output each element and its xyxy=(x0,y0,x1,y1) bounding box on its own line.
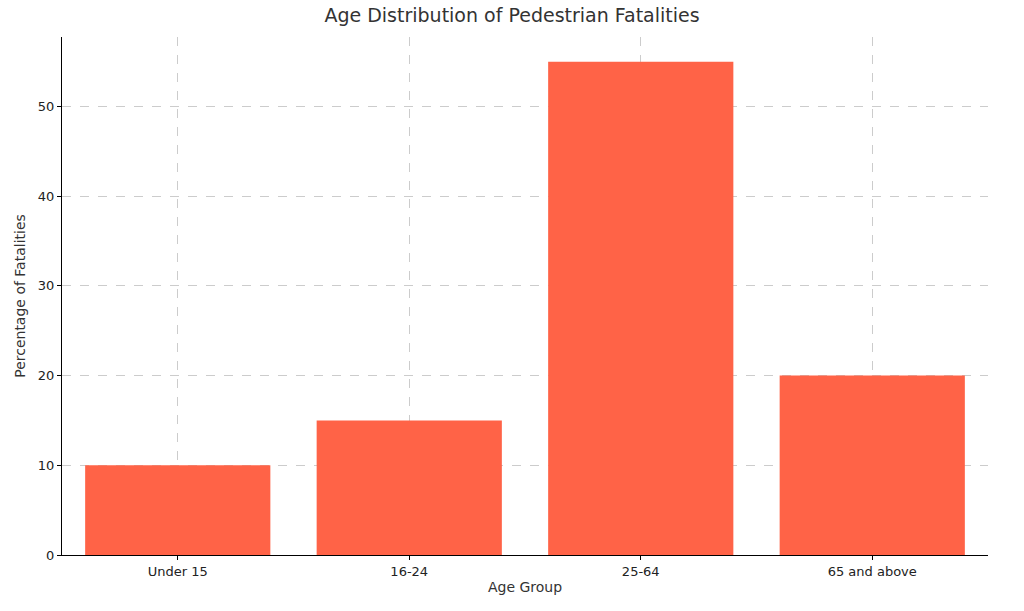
svg-text:25-64: 25-64 xyxy=(622,564,660,579)
svg-text:Age Distribution of Pedestrian: Age Distribution of Pedestrian Fatalitie… xyxy=(324,4,699,26)
svg-text:Under 15: Under 15 xyxy=(148,564,208,579)
svg-text:0: 0 xyxy=(46,548,54,563)
svg-text:50: 50 xyxy=(38,99,55,114)
svg-text:40: 40 xyxy=(38,189,55,204)
svg-text:65 and above: 65 and above xyxy=(828,564,917,579)
svg-text:30: 30 xyxy=(38,278,55,293)
svg-text:10: 10 xyxy=(38,458,55,473)
svg-text:20: 20 xyxy=(38,368,55,383)
svg-text:16-24: 16-24 xyxy=(390,564,428,579)
svg-text:Percentage of Fatalities: Percentage of Fatalities xyxy=(12,214,28,378)
svg-text:Age Group: Age Group xyxy=(488,579,562,595)
